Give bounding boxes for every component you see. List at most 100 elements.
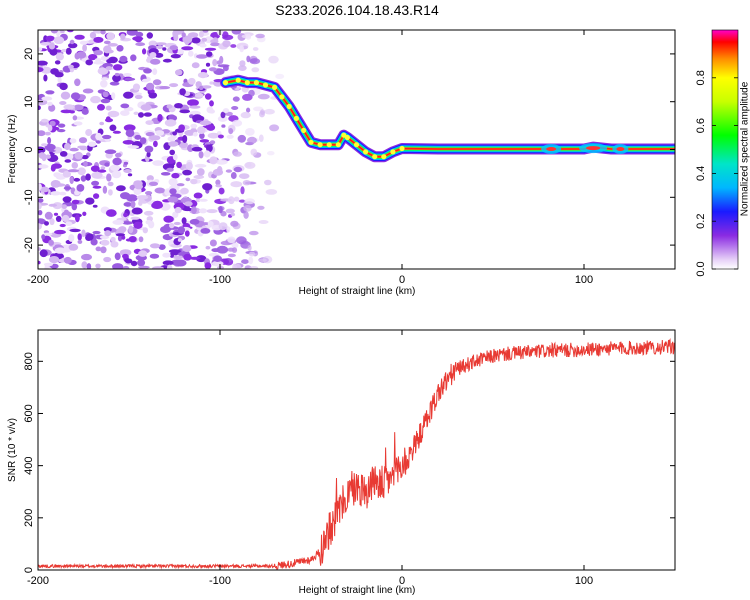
noise-blob (121, 221, 133, 225)
noise-blob (206, 209, 218, 214)
noise-blob (174, 103, 183, 109)
noise-blob (88, 141, 97, 147)
noise-blob (231, 247, 238, 253)
noise-blob (202, 30, 209, 33)
noise-blob (49, 120, 56, 127)
noise-blob (250, 148, 258, 156)
noise-blob (168, 141, 179, 147)
noise-blob (252, 47, 259, 51)
noise-blob (134, 94, 143, 100)
noise-blob (243, 211, 249, 219)
ridge-peak (253, 80, 259, 86)
noise-blob (143, 112, 152, 117)
x-tick-label: 100 (575, 274, 593, 286)
noise-blob (107, 43, 118, 47)
noise-blob (249, 230, 259, 236)
noise-blob (105, 66, 113, 71)
ridge-peak (244, 80, 250, 86)
noise-blob (162, 260, 174, 266)
y-tick-label: 600 (23, 404, 35, 422)
noise-blob (213, 255, 223, 262)
noise-blob (123, 91, 134, 99)
noise-blob (67, 169, 80, 173)
noise-blob (114, 252, 121, 261)
noise-blob (125, 129, 135, 137)
noise-blob (140, 104, 152, 111)
noise-blob (106, 59, 113, 64)
noise-blob (194, 92, 204, 98)
noise-blob (48, 239, 54, 246)
noise-blob (49, 47, 58, 56)
noise-blob (106, 32, 115, 41)
noise-blob (184, 230, 190, 237)
noise-blob (190, 123, 198, 129)
noise-blob (109, 81, 120, 86)
noise-blob (227, 236, 236, 244)
noise-blob (38, 130, 46, 137)
noise-blob (119, 249, 132, 256)
noise-blob (112, 157, 122, 166)
noise-blob (69, 39, 75, 45)
noise-blob (119, 55, 128, 63)
noise-blob (45, 35, 55, 42)
noise-blob (82, 88, 94, 94)
chart-title: S233.2026.104.18.43.R14 (275, 2, 439, 18)
noise-blob (226, 226, 231, 233)
noise-blob (112, 130, 121, 134)
noise-blob (209, 156, 218, 165)
noise-blob (120, 110, 130, 116)
noise-blob (163, 215, 174, 223)
noise-blob (189, 105, 201, 109)
noise-blob (192, 131, 198, 137)
spectrogram-y-ticks: -20 -10 0 10 20 (23, 48, 675, 253)
noise-blob (38, 247, 41, 251)
noise-blob (212, 59, 218, 67)
noise-blob (105, 209, 117, 217)
ridge-peak (235, 77, 241, 83)
noise-blob (81, 253, 92, 261)
noise-blob (91, 171, 103, 179)
noise-blob (131, 207, 143, 215)
noise-blob (94, 58, 102, 62)
noise-blob (130, 216, 140, 220)
noise-blob (265, 189, 278, 195)
noise-blob (136, 195, 149, 200)
noise-blob (155, 130, 165, 135)
noise-blob (184, 201, 193, 207)
x-tick-label: -200 (27, 274, 49, 286)
ridge-peak (262, 82, 269, 88)
noise-blob (152, 266, 164, 269)
noise-blob (218, 222, 228, 231)
ridge-peak (363, 149, 369, 155)
snr-y-ticks: 0 200 400 600 800 (23, 352, 675, 573)
colorbar-tick-label: 0.0 (695, 261, 707, 276)
noise-blob (40, 66, 52, 74)
noise-blob (249, 58, 261, 65)
noise-blob (207, 132, 220, 139)
noise-blob (78, 137, 88, 144)
noise-blob (43, 74, 48, 82)
x-tick-label: 0 (399, 274, 405, 286)
noise-blob (172, 131, 178, 136)
noise-blob (155, 42, 167, 46)
noise-blob (77, 145, 85, 149)
noise-blob (100, 98, 111, 104)
noise-blob (232, 119, 243, 127)
noise-blob (104, 149, 117, 154)
noise-blob (38, 203, 42, 210)
noise-blob (135, 42, 146, 47)
noise-blob (112, 74, 121, 83)
noise-blob (81, 108, 89, 115)
noise-blob (191, 62, 200, 69)
spectrogram-x-ticks: -200 -100 0 100 (27, 30, 593, 286)
noise-blob (48, 104, 56, 112)
noise-blob (99, 121, 105, 126)
noise-blob (230, 212, 236, 217)
noise-blob (73, 104, 84, 111)
noise-blob (210, 42, 221, 47)
noise-blob (262, 255, 273, 264)
noise-blob (106, 173, 112, 182)
noise-blob (247, 136, 257, 144)
noise-blob (267, 151, 275, 156)
noise-blob (115, 152, 122, 158)
